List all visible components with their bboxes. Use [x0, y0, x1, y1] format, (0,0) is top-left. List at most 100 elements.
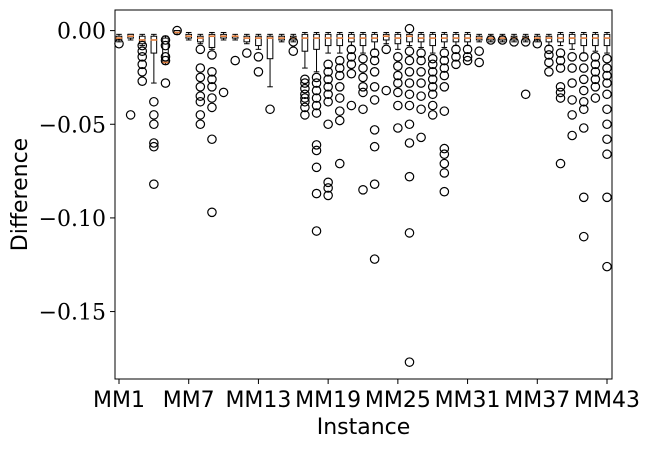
outlier-point	[439, 81, 450, 92]
outlier-point	[520, 37, 531, 47]
outlier-point	[265, 104, 275, 115]
outlier-point	[358, 81, 368, 92]
outlier-point	[404, 67, 415, 77]
box-group-mm9	[207, 31, 217, 218]
iqr-box	[394, 33, 402, 45]
outlier-point	[404, 46, 415, 57]
outlier-point	[416, 78, 426, 88]
outlier-point	[602, 192, 612, 203]
outlier-point	[369, 125, 380, 135]
x-tick-label: MM25	[365, 388, 431, 413]
outlier-point	[427, 67, 438, 77]
outlier-point	[602, 78, 612, 88]
outlier-point	[137, 67, 148, 77]
outlier-point	[462, 44, 473, 55]
y-tick-label: −0.10	[39, 207, 106, 232]
outlier-point	[207, 207, 217, 218]
iqr-box	[545, 35, 553, 43]
box-group-mm4	[149, 33, 159, 189]
outlier-point	[544, 57, 554, 68]
outlier-point	[369, 95, 380, 105]
outlier-point	[369, 179, 380, 189]
outlier-point	[602, 70, 612, 81]
box-group-mm2	[125, 33, 136, 120]
outlier-point	[404, 357, 415, 367]
box-group-mm37	[532, 33, 543, 49]
outlier-point	[578, 104, 589, 115]
outlier-point	[427, 59, 438, 70]
outlier-point	[369, 141, 380, 152]
outlier-point	[358, 87, 368, 98]
box-group-mm15	[278, 33, 285, 43]
outlier-point	[497, 35, 508, 45]
box-group-mm30	[451, 31, 461, 70]
box-group-mm17	[300, 31, 310, 120]
outlier-point	[416, 132, 426, 143]
outlier-point	[567, 52, 577, 62]
outlier-point	[323, 89, 333, 100]
outlier-point	[416, 48, 426, 58]
outlier-point	[300, 93, 310, 103]
outlier-point	[404, 171, 415, 182]
outlier-point	[544, 44, 554, 55]
outlier-point	[555, 81, 566, 92]
box-group-mm25	[393, 31, 403, 133]
outlier-point	[149, 96, 159, 107]
box-group-mm35	[509, 33, 519, 47]
iqr-box	[382, 33, 390, 41]
outlier-point	[532, 38, 543, 49]
outlier-point	[323, 59, 333, 70]
outlier-point	[602, 53, 612, 64]
y-tick-label: −0.05	[39, 113, 106, 138]
outlier-point	[323, 81, 333, 92]
outlier-point	[311, 108, 322, 118]
box-group-mm1	[114, 33, 124, 49]
outlier-point	[358, 53, 368, 64]
outlier-point	[334, 81, 345, 92]
outlier-point	[253, 52, 264, 62]
iqr-box	[301, 33, 309, 52]
outlier-point	[404, 228, 415, 238]
outlier-point	[578, 192, 589, 203]
box-group-mm3	[137, 33, 148, 86]
box-group-mm36	[520, 33, 531, 100]
outlier-point	[439, 55, 450, 66]
outlier-point	[578, 85, 589, 96]
iqr-box	[255, 35, 262, 47]
outlier-point	[334, 63, 345, 73]
outlier-point	[427, 74, 438, 85]
outlier-point	[288, 37, 299, 47]
box-group-mm42	[590, 31, 601, 103]
box-group-mm39	[555, 31, 566, 169]
outlier-point	[253, 67, 264, 77]
outlier-point	[439, 168, 450, 178]
outlier-point	[451, 44, 461, 55]
outlier-point	[555, 55, 566, 66]
outlier-point	[207, 81, 217, 92]
outlier-point	[578, 63, 589, 73]
outlier-point	[602, 89, 612, 100]
box-group-mm5	[160, 35, 171, 88]
outlier-point	[300, 110, 310, 120]
iqr-box	[592, 33, 599, 47]
iqr-box	[336, 33, 344, 47]
box-group-mm43	[602, 31, 612, 272]
outlier-point	[416, 67, 426, 77]
box-group-mm6	[172, 25, 182, 36]
outlier-point	[311, 188, 322, 199]
box-group-mm13	[253, 33, 264, 77]
x-tick-label: MM1	[93, 388, 145, 413]
outlier-point	[393, 100, 403, 111]
outlier-point	[323, 74, 333, 85]
plot-frame	[114, 9, 613, 380]
outlier-point	[160, 35, 171, 45]
box-group-mm21	[346, 31, 357, 111]
outlier-point	[311, 93, 322, 103]
outlier-point	[242, 48, 252, 58]
outlier-point	[427, 110, 438, 120]
outlier-point	[393, 87, 403, 98]
iqr-box	[406, 33, 413, 43]
y-axis: 0.00 −0.05 −0.10 −0.15	[39, 20, 115, 326]
box-group-mm27	[416, 31, 426, 143]
